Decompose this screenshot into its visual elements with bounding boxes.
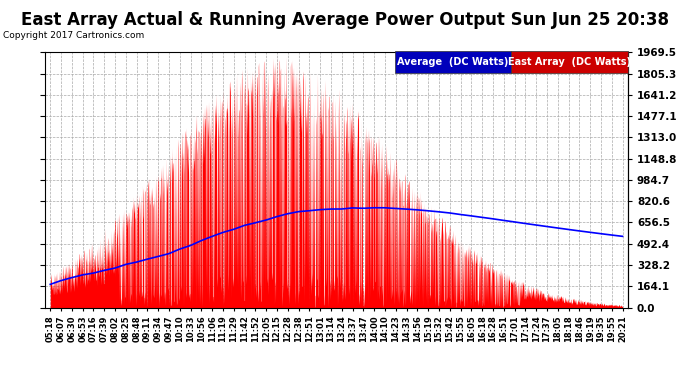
Text: Copyright 2017 Cartronics.com: Copyright 2017 Cartronics.com [3, 30, 145, 39]
Text: East Array Actual & Running Average Power Output Sun Jun 25 20:38: East Array Actual & Running Average Powe… [21, 11, 669, 29]
Text: Average  (DC Watts): Average (DC Watts) [397, 57, 509, 67]
Text: East Array  (DC Watts): East Array (DC Watts) [508, 57, 631, 67]
